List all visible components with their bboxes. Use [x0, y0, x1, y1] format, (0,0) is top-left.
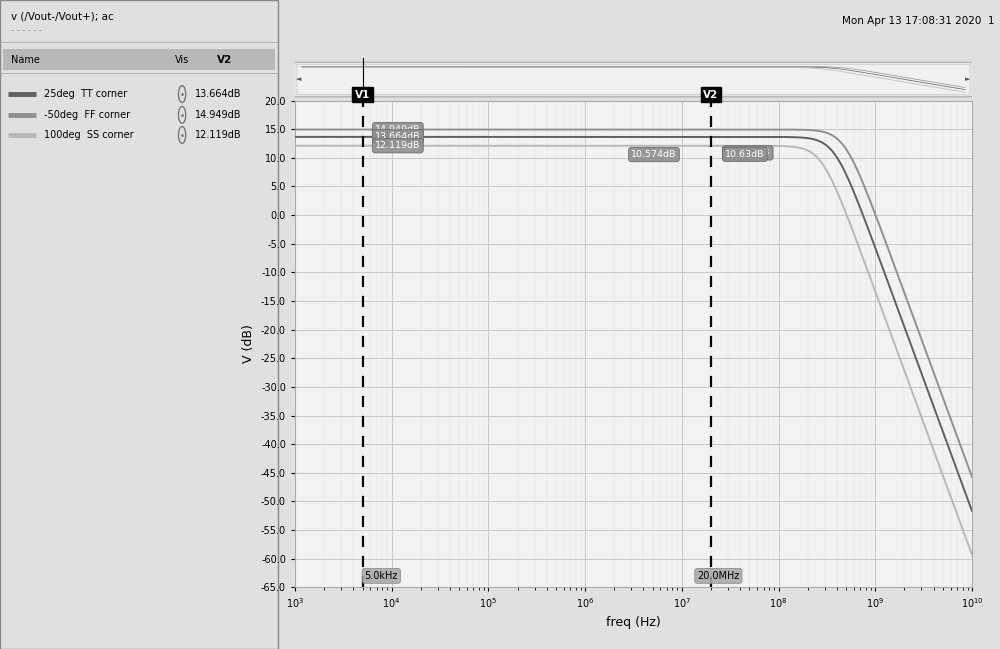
Text: 14.949dB: 14.949dB	[195, 110, 241, 120]
Text: 14.949dB: 14.949dB	[375, 125, 421, 134]
Text: V2: V2	[217, 55, 232, 65]
Text: 10.574dB: 10.574dB	[631, 150, 677, 159]
Text: v (/Vout-/Vout+); ac: v (/Vout-/Vout+); ac	[11, 12, 114, 22]
Text: 100deg  SS corner: 100deg SS corner	[44, 130, 134, 140]
Text: ►: ►	[965, 77, 971, 82]
FancyBboxPatch shape	[292, 62, 975, 97]
Text: 20.0MHz: 20.0MHz	[697, 571, 740, 581]
Text: 25deg  TT corner: 25deg TT corner	[44, 89, 128, 99]
Text: Mon Apr 13 17:08:31 2020  1: Mon Apr 13 17:08:31 2020 1	[842, 16, 995, 26]
FancyBboxPatch shape	[297, 64, 970, 95]
Text: Vis: Vis	[175, 55, 189, 65]
Text: V1: V1	[355, 90, 370, 99]
Text: 13.664dB: 13.664dB	[375, 132, 421, 141]
Text: V2: V2	[703, 90, 719, 99]
Text: 12.119dB: 12.119dB	[375, 141, 421, 150]
Text: 12.119dB: 12.119dB	[195, 130, 241, 140]
Text: 10.867dB: 10.867dB	[725, 149, 770, 158]
X-axis label: freq (Hz): freq (Hz)	[606, 616, 661, 629]
Text: Name: Name	[11, 55, 40, 65]
Text: -50deg  FF corner: -50deg FF corner	[44, 110, 131, 120]
Text: 5.0kHz: 5.0kHz	[365, 571, 398, 581]
Y-axis label: V (dB): V (dB)	[242, 324, 255, 363]
Text: - - - - - -: - - - - - -	[11, 26, 42, 35]
Text: 13.664dB: 13.664dB	[195, 89, 241, 99]
Text: ◄: ◄	[296, 77, 302, 82]
Text: 10.63dB: 10.63dB	[725, 150, 765, 159]
Bar	[3, 49, 275, 70]
